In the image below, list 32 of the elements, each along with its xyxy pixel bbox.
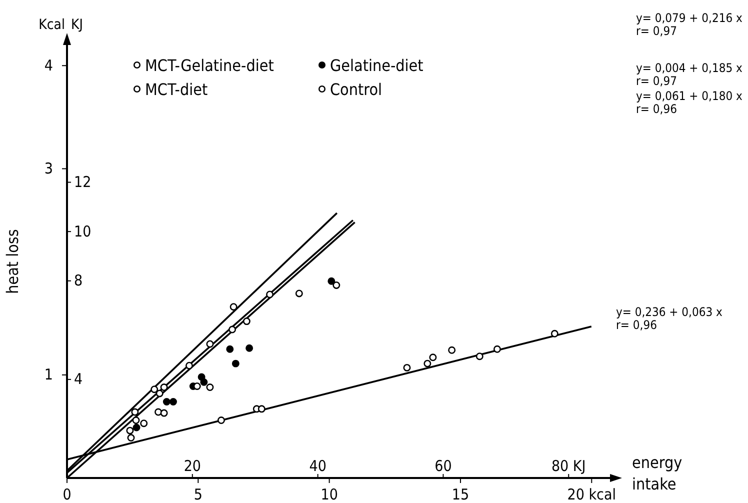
x-tick-label: 10: [320, 486, 338, 503]
y2-tick-label: 8: [74, 272, 83, 290]
legend-label: MCT-diet: [145, 80, 208, 99]
y-tick-label: 1: [44, 366, 53, 384]
y2-tick-label: 4: [74, 370, 83, 388]
x-tick-label: 15: [452, 486, 470, 503]
x-axis-title: energy intake: [632, 453, 683, 494]
text: KJ: [71, 17, 83, 33]
y-axis-title: heat loss: [3, 229, 22, 294]
text: Kcal: [38, 17, 65, 33]
text: y= 0,236 + 0,063 x: [616, 305, 723, 319]
legend-label: Gelatine-diet: [330, 56, 424, 75]
y-tick-label: 3: [44, 160, 53, 178]
x2-tick-label: 20: [184, 457, 201, 475]
x-tick-label: 20 kcal: [567, 486, 616, 503]
text: r= 0,96: [636, 102, 678, 116]
x-tick-label: 0: [62, 486, 72, 503]
x2-tick-label: 60: [434, 457, 452, 475]
legend-label: MCT-Gelatine-diet: [145, 56, 274, 75]
x2-tick-label: 40: [309, 457, 326, 475]
legend-label: Control: [330, 80, 382, 99]
text: r= 0,96: [616, 318, 658, 332]
y2-tick-label: 12: [74, 173, 92, 192]
x2-tick-label: 80 KJ: [551, 457, 586, 475]
y2-tick-label: 10: [74, 222, 92, 240]
text: y= 0,004 + 0,185 x: [636, 61, 743, 75]
y-tick-label: 4: [44, 56, 53, 74]
text: r= 0,97: [636, 74, 677, 88]
text: y= 0,079 + 0,216 x: [636, 11, 743, 25]
text: y= 0,061 + 0,180 x: [636, 89, 743, 103]
x-tick-label: 5: [194, 486, 202, 503]
text: r= 0,97: [636, 24, 677, 38]
